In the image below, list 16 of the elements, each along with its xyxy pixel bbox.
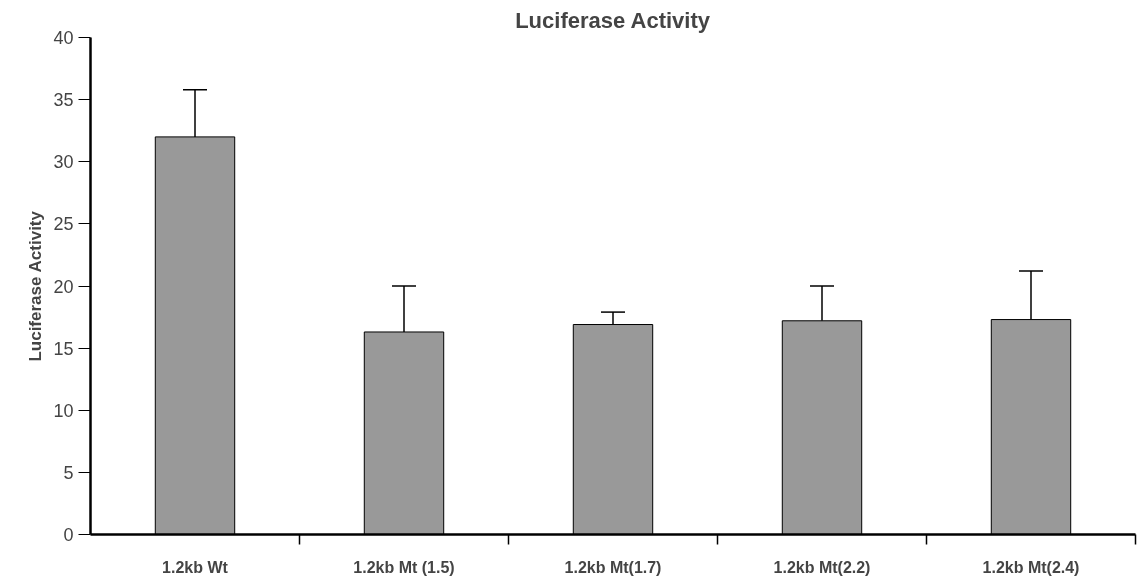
- y-tick-label: 30: [53, 152, 74, 173]
- y-tick-label: 5: [63, 462, 74, 483]
- x-tick-label: 1.2kb Wt: [162, 558, 229, 576]
- x-tick-label: 1.2kb Mt(2.4): [982, 558, 1080, 576]
- y-axis-title: Luciferase Activity: [26, 210, 46, 362]
- x-tick-label: 1.2kb Mt(2.2): [773, 558, 871, 576]
- y-tick-label: 20: [53, 276, 74, 297]
- y-tick-label: 10: [53, 400, 74, 421]
- y-tick-label: 25: [53, 214, 74, 235]
- x-tick-label: 1.2kb Mt(1.7): [564, 558, 662, 576]
- y-tick-label: 40: [53, 28, 74, 48]
- x-tick-label: 1.2kb Mt (1.5): [353, 558, 455, 576]
- chart-title: Luciferase Activity: [515, 7, 711, 33]
- y-tick-label: 35: [53, 90, 74, 111]
- y-tick-label: 15: [53, 338, 74, 359]
- y-tick-label: 0: [63, 525, 74, 545]
